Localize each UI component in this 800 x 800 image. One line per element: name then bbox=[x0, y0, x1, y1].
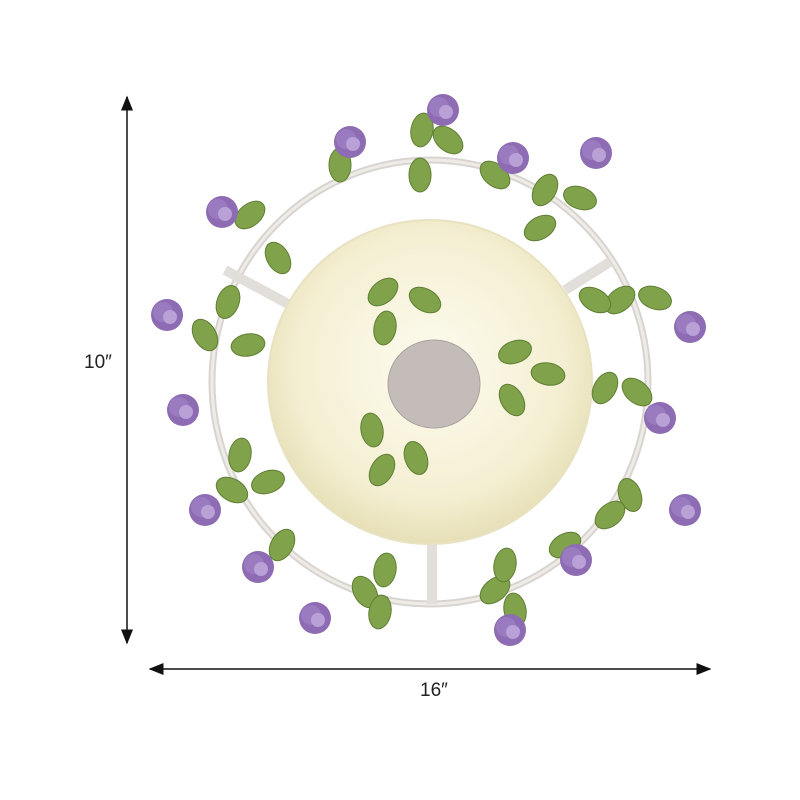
rose-flower bbox=[497, 142, 529, 174]
leaf bbox=[432, 125, 464, 155]
leaf bbox=[215, 476, 249, 504]
rose-flower bbox=[167, 394, 199, 426]
leaf bbox=[530, 362, 566, 386]
leaf bbox=[403, 441, 429, 475]
leaf bbox=[368, 594, 392, 630]
leaf bbox=[408, 286, 442, 314]
leaf bbox=[373, 310, 397, 346]
roses-group bbox=[151, 94, 706, 646]
leaf bbox=[591, 371, 619, 405]
rose-flower bbox=[494, 614, 526, 646]
leaf bbox=[410, 112, 434, 148]
rose-flower bbox=[669, 494, 701, 526]
rose-flower bbox=[299, 602, 331, 634]
leaf bbox=[638, 285, 672, 311]
leaf bbox=[368, 453, 396, 487]
leaf bbox=[531, 173, 559, 207]
leaf bbox=[264, 241, 292, 275]
leaf bbox=[215, 285, 241, 319]
leaf bbox=[234, 200, 266, 230]
leaf bbox=[360, 412, 384, 448]
height-label: 10″ bbox=[84, 352, 112, 373]
leaf bbox=[230, 333, 266, 357]
leaf bbox=[228, 437, 252, 473]
leaf bbox=[268, 528, 296, 562]
rose-flower bbox=[644, 402, 676, 434]
leaf bbox=[367, 277, 399, 307]
leaf bbox=[563, 185, 597, 211]
rose-flower bbox=[206, 196, 238, 228]
lamp-frame-ring bbox=[208, 156, 652, 608]
rose-flower bbox=[427, 94, 459, 126]
leaf bbox=[373, 552, 397, 588]
leaf bbox=[498, 383, 526, 417]
rose-flower bbox=[674, 311, 706, 343]
rose-flower bbox=[242, 551, 274, 583]
leaf bbox=[408, 157, 432, 193]
center-disk bbox=[387, 339, 481, 429]
rose-flower bbox=[560, 544, 592, 576]
rose-flower bbox=[151, 299, 183, 331]
leaf bbox=[251, 469, 285, 495]
leaf bbox=[523, 214, 557, 242]
leaf bbox=[191, 318, 219, 352]
rose-flower bbox=[334, 126, 366, 158]
leaf bbox=[498, 339, 532, 365]
rose-flower bbox=[580, 137, 612, 169]
rose-flower bbox=[189, 494, 221, 526]
width-label: 16″ bbox=[420, 680, 448, 701]
leaf bbox=[578, 286, 612, 314]
leaf bbox=[617, 478, 643, 512]
leaf bbox=[594, 500, 626, 530]
leaf bbox=[493, 547, 517, 583]
leaf bbox=[621, 377, 653, 407]
